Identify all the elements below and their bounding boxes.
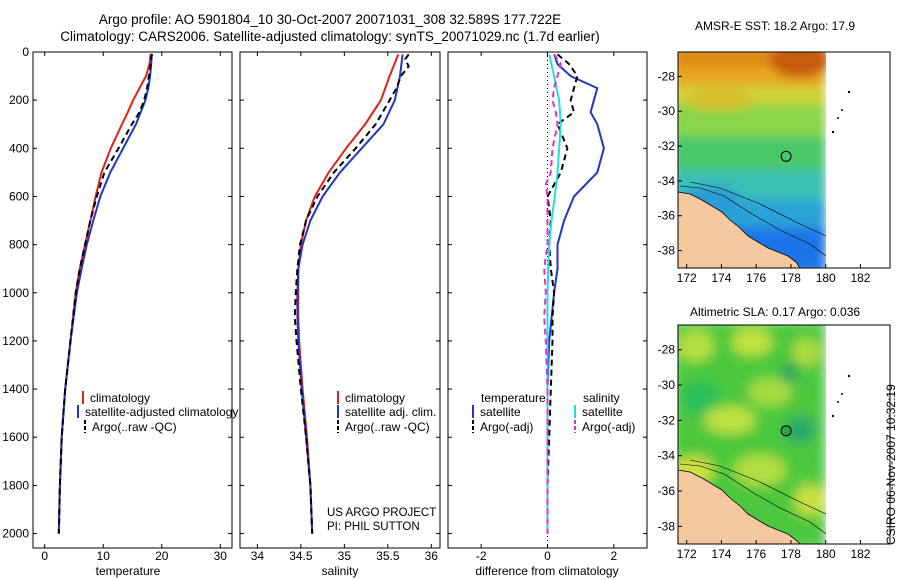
- x-tick-label: 35.5: [376, 549, 400, 563]
- depth-tick-label: 1800: [2, 478, 29, 492]
- longitude-tick-label: 176: [746, 547, 766, 561]
- depth-tick-label: 1000: [2, 286, 29, 300]
- series-line-argo-raw-qc: [293, 53, 410, 534]
- latitude-tick-label: -38: [658, 519, 676, 533]
- sla-map-frame: [677, 324, 891, 545]
- sst-coastline: [678, 181, 827, 268]
- depth-tick-label: 200: [9, 93, 29, 107]
- legend-label-sal-argo: Argo(-adj): [582, 420, 635, 434]
- project-annotation-line1: US ARGO PROJECT: [327, 507, 436, 519]
- depth-tick-label: 1600: [2, 430, 29, 444]
- sst-map: AMSR-E SST: 18.2 Argo: 17.9: [658, 19, 891, 285]
- legend-label-climatology: climatology: [90, 391, 150, 405]
- latitude-tick-label: -38: [658, 244, 676, 258]
- sla-map: Altimetric SLA: 0.17 Argo: 0.036: [658, 305, 891, 561]
- x-tick-label: 20: [155, 549, 169, 563]
- x-tick-label: 2: [610, 549, 617, 563]
- x-tick-label: -2: [476, 549, 487, 563]
- depth-tick-label: 800: [9, 238, 29, 252]
- salinity-panel: 34 34.5 35 35.5 36 salinity climatology sate…: [239, 51, 441, 578]
- depth-tick-label: 1400: [2, 382, 29, 396]
- longitude-tick-label: 180: [816, 271, 836, 285]
- sla-map-title: Altimetric SLA: 0.17 Argo: 0.036: [690, 305, 860, 319]
- longitude-tick-label: 178: [781, 271, 801, 285]
- depth-tick-label: 2000: [2, 527, 29, 541]
- depth-tick-label: 600: [9, 189, 29, 203]
- profile-location-marker: [780, 150, 792, 162]
- latitude-tick-label: -36: [658, 209, 676, 223]
- legend-label-satellite: satellite-adjusted climatology: [85, 405, 238, 419]
- profile-location-marker: [780, 425, 792, 437]
- figure-title-line1: Argo profile: AO 5901804_10 30-Oct-2007 …: [98, 12, 562, 27]
- series-line-temperature-argo-adj: [546, 53, 579, 534]
- salinity-legend: climatology satellite adj. clim. Argo(..…: [337, 391, 436, 434]
- salinity-axes-frame: [239, 51, 441, 549]
- temperature-panel: 0 200 400 600 800 1000 1200 1400 1600 1800 2000 0 1…: [2, 45, 238, 578]
- x-tick-label: 35: [338, 549, 352, 563]
- latitude-tick-label: -34: [658, 174, 676, 188]
- figure-title-line2: Climatology: CARS2006. Satellite-adjuste…: [60, 29, 600, 44]
- credit-text: CSIRO 06-Nov-2007 10:32:19: [884, 384, 898, 545]
- temperature-xlabel: temperature: [96, 564, 161, 578]
- kermadec-islands: [831, 90, 851, 134]
- latitude-tick-label: -28: [658, 69, 676, 83]
- sst-field: [678, 52, 890, 268]
- latitude-tick-label: -32: [658, 413, 676, 427]
- sst-map-title: AMSR-E SST: 18.2 Argo: 17.9: [695, 19, 855, 33]
- series-line-satellite-adj-clim: [296, 54, 404, 534]
- legend-label-climatology: climatology: [345, 391, 405, 405]
- legend-label-satellite: satellite adj. clim.: [345, 405, 436, 419]
- x-tick-label: 34: [251, 549, 265, 563]
- longitude-tick-label: 172: [677, 271, 697, 285]
- longitude-tick-label: 182: [850, 547, 870, 561]
- x-tick-label: 36: [425, 549, 439, 563]
- longitude-tick-label: 174: [711, 271, 731, 285]
- legend-label-sal-satellite: satellite: [582, 405, 623, 419]
- latitude-tick-label: -32: [658, 139, 676, 153]
- latitude-tick-label: -30: [658, 104, 676, 118]
- series-line-argo-raw-qc: [57, 53, 153, 534]
- kermadec-islands: [831, 374, 851, 418]
- legend-label-argo: Argo(..raw -QC): [345, 420, 430, 434]
- x-tick-label: 0: [544, 549, 551, 563]
- salinity-xlabel: salinity: [322, 564, 359, 578]
- legend-title-temperature: temperature: [481, 391, 546, 405]
- x-tick-label: 30: [214, 549, 228, 563]
- x-tick-label: 10: [97, 549, 111, 563]
- longitude-tick-label: 180: [816, 547, 836, 561]
- sla-coastline: [678, 459, 827, 544]
- latitude-tick-label: -30: [658, 378, 676, 392]
- longitude-tick-label: 176: [746, 271, 766, 285]
- latitude-tick-label: -34: [658, 449, 676, 463]
- longitude-tick-label: 172: [677, 547, 697, 561]
- longitude-tick-label: 178: [781, 547, 801, 561]
- latitude-tick-label: -28: [658, 343, 676, 357]
- sst-map-frame: [677, 51, 891, 269]
- difference-panel: -2 0 2 difference from climatology tempera…: [447, 51, 648, 578]
- temperature-legend: climatology satellite-adjusted climatolo…: [77, 391, 238, 434]
- difference-xlabel: difference from climatology: [475, 564, 618, 578]
- legend-label-argo: Argo(..raw -QC): [92, 420, 177, 434]
- difference-legend: temperature salinity satellite Argo(-adj…: [472, 391, 635, 434]
- temperature-axes-frame: [32, 51, 233, 549]
- x-tick-label: 0: [41, 549, 48, 563]
- latitude-tick-label: -36: [658, 484, 676, 498]
- legend-title-salinity: salinity: [583, 391, 620, 405]
- x-tick-label: 34.5: [289, 549, 313, 563]
- legend-label-temp-argo: Argo(-adj): [480, 420, 533, 434]
- legend-label-temp-satellite: satellite: [480, 405, 521, 419]
- depth-tick-label: 400: [9, 141, 29, 155]
- longitude-tick-label: 174: [711, 547, 731, 561]
- longitude-tick-label: 182: [850, 271, 870, 285]
- depth-tick-label: 0: [22, 45, 29, 59]
- depth-tick-label: 1200: [2, 334, 29, 348]
- project-annotation-line2: PI: PHIL SUTTON: [327, 521, 420, 533]
- series-line-salinity-argo-adj: [543, 53, 562, 534]
